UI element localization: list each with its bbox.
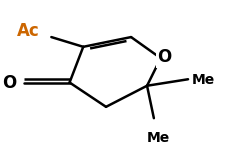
Text: Me: Me	[147, 131, 170, 145]
Text: Me: Me	[192, 73, 215, 87]
Text: O: O	[2, 74, 16, 92]
Text: O: O	[157, 48, 171, 66]
Text: Ac: Ac	[17, 22, 40, 40]
